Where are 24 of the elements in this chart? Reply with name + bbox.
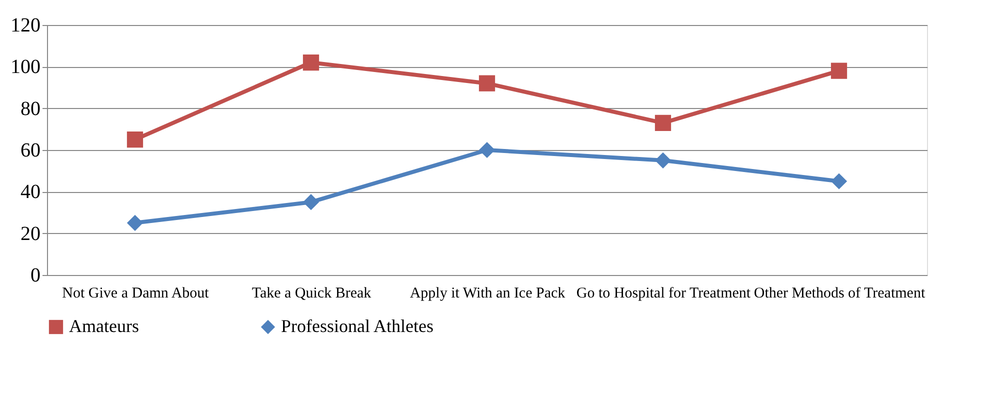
y-tick-label: 120 — [10, 14, 40, 36]
y-tick-label: 0 — [30, 264, 40, 286]
point — [126, 132, 144, 148]
point — [478, 75, 496, 92]
y-tick-label: 60 — [20, 140, 40, 162]
x-tick-label: Apply it With an Ice Pack — [410, 286, 566, 302]
point — [478, 142, 496, 158]
point — [654, 114, 672, 131]
point — [126, 214, 144, 231]
point — [654, 152, 672, 168]
legend-label: Professional Athletes — [281, 316, 434, 336]
point — [830, 173, 848, 190]
point — [302, 194, 320, 210]
x-tick-label: Go to Hospital for Treatment — [576, 286, 752, 302]
x-tick-label: Other Methods of Treatment — [754, 286, 926, 302]
x-tick-label: Not Give a Damn About — [62, 286, 210, 302]
y-tick-label: 100 — [10, 56, 40, 78]
y-tick-label: 20 — [20, 222, 40, 245]
point — [830, 62, 848, 79]
point — [302, 54, 320, 71]
x-tick-label: Take a Quick Break — [252, 286, 372, 302]
y-tick-label: 40 — [20, 181, 40, 204]
y-tick-label: 80 — [20, 98, 40, 120]
legend-label: Amateurs — [69, 316, 139, 336]
